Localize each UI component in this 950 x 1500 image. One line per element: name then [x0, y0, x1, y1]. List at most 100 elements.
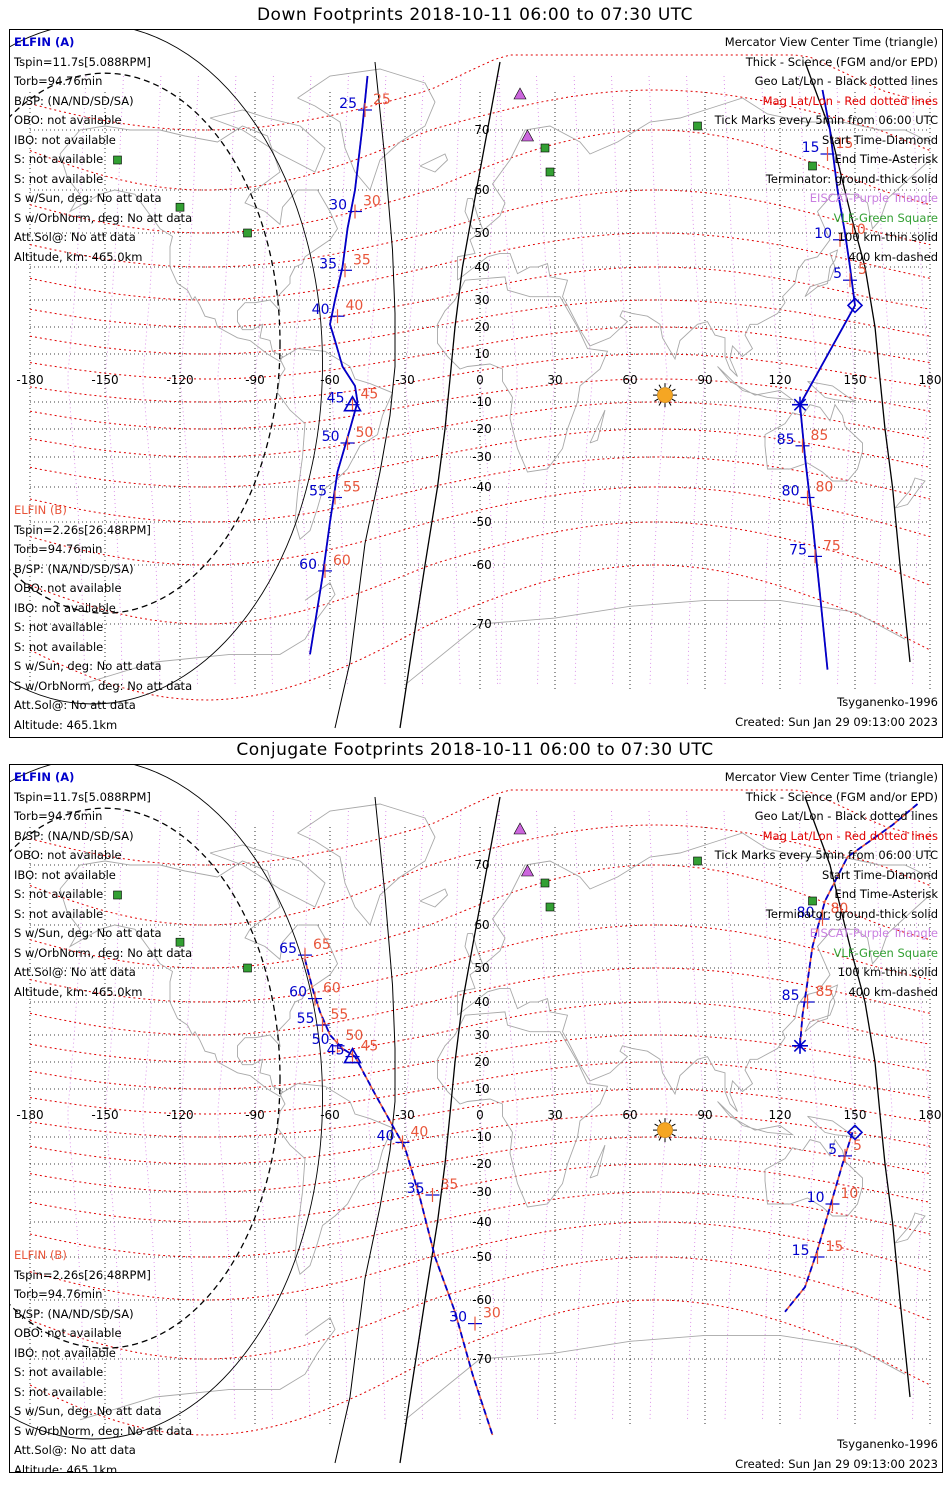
coastline	[589, 409, 606, 444]
elfin-a-tick-label: 5	[833, 266, 842, 282]
mag-meridian	[573, 810, 593, 1420]
legend-start: Start Time-Diamond	[822, 132, 938, 147]
mag-meridian	[480, 810, 499, 1420]
longitude-label: 120	[769, 1108, 792, 1122]
elfin-b-tick-label: 15	[836, 136, 854, 152]
coastline	[457, 97, 931, 281]
mag-meridian	[442, 810, 462, 1420]
mag-parallel	[29, 456, 931, 523]
terminator-line	[804, 796, 911, 1398]
info-line: Tspin=2.26s[26.48RPM]	[14, 522, 151, 537]
panel-title: Down Footprints 2018-10-11 06:00 to 07:3…	[256, 5, 694, 25]
vlf-station-icon	[243, 228, 252, 238]
mag-meridian	[254, 810, 274, 1420]
mag-meridian	[292, 810, 312, 1420]
elfin-b-tick-label: 5	[853, 1138, 862, 1154]
vlf-station-icon	[175, 937, 185, 947]
info-line: IBO: not available	[14, 132, 116, 147]
mag-parallel	[29, 1163, 931, 1223]
legend-ticks: Tick Marks every 5min from 06:00 UTC	[714, 113, 938, 127]
coastline	[404, 599, 906, 686]
info-line: S w/Sun, deg: No att data	[14, 659, 162, 673]
vlf-station-icon	[113, 155, 122, 165]
mag-parallel	[29, 564, 931, 701]
longitude-label: -180	[16, 1108, 43, 1122]
asterisk-stroke	[793, 398, 807, 411]
legend-400km: 400 km-dashed	[848, 249, 938, 264]
coastline	[457, 832, 931, 1016]
mag-meridian	[142, 75, 162, 685]
longitude-label: 30	[547, 1108, 562, 1122]
mag-meridian	[761, 810, 780, 1420]
vlf-station-icon	[540, 143, 550, 153]
mag-meridian	[292, 75, 312, 685]
mag-parallel	[29, 266, 931, 328]
elfin-a-tick-label: 5	[828, 1142, 837, 1158]
vlf-station-icon	[243, 963, 252, 973]
info-line: Tspin=2.26s[26.48RPM]	[14, 1267, 151, 1282]
elfin-a-info: ELFIN (A) Tspin=11.7s[5.088RPM] Torb=94.…	[14, 33, 192, 267]
longitude-label: -180	[16, 373, 43, 387]
terminator-line	[399, 61, 501, 729]
start-diamond-icon	[846, 1124, 864, 1141]
elfin-a-tick-label: 80	[797, 905, 815, 921]
info-line: Altitude: 465.1km	[14, 717, 118, 732]
vlf-station-icon	[808, 161, 817, 171]
info-line: S w/OrbNorm, deg: No att data	[14, 678, 193, 693]
elfin-b-tick-label: 85	[811, 428, 829, 444]
mag-parallel	[29, 428, 931, 488]
info-line: S w/Sun, deg: No att data	[14, 926, 162, 940]
longitude-label: 180	[919, 1108, 942, 1122]
mag-meridian	[611, 810, 631, 1420]
elfin-b-tick-label: 50	[356, 425, 374, 441]
elfin-a-tick-label: 50	[322, 429, 340, 445]
elfin-a-tick-label: 15	[802, 140, 820, 156]
mag-meridian	[798, 810, 818, 1420]
info-line: Torb=94.76min	[14, 74, 103, 88]
coastline	[807, 380, 857, 403]
longitude-label: 120	[769, 373, 792, 387]
mag-meridian	[254, 75, 274, 685]
latitude-label: -50	[472, 515, 492, 529]
latitude-label: 10	[474, 347, 489, 361]
mag-parallel	[29, 967, 931, 1036]
mag-meridian	[723, 75, 743, 685]
latitude-label: 30	[474, 1028, 489, 1042]
elfin-a-label: ELFIN (A)	[14, 770, 75, 784]
elfin-b-tick-label: 45	[361, 387, 379, 403]
mag-parallel	[29, 1088, 931, 1138]
mag-parallel	[29, 189, 931, 268]
sun-ray	[668, 384, 672, 389]
info-line: S: not available	[14, 906, 104, 921]
info-line: S w/Sun, deg: No att data	[14, 1404, 162, 1418]
mag-meridian	[836, 810, 856, 1420]
info-line: B/SP: (NA/ND/SD/SA)	[14, 828, 134, 843]
start-diamond-icon	[846, 297, 864, 314]
vlf-station-icon	[175, 202, 185, 212]
elfin-a-tick-label: 55	[297, 1011, 315, 1027]
coastline	[437, 1011, 609, 1208]
longitude-label: -120	[166, 1108, 193, 1122]
latitude-label: 50	[474, 961, 489, 975]
longitude-label: -30	[395, 373, 415, 387]
elfin-a-info: ELFIN (A) Tspin=11.7s[5.088RPM] Torb=94.…	[14, 768, 192, 1002]
elfin-b-tick-label: 25	[373, 92, 391, 108]
mag-parallel	[29, 1136, 931, 1193]
elfin-b-tick-label: 30	[483, 1306, 501, 1322]
legend-end: End Time-Asterisk	[834, 887, 938, 901]
sun-ray	[671, 1133, 676, 1137]
elfin-b-tick-label: 60	[323, 981, 341, 997]
info-line: Att.Sol@: No att data	[14, 698, 136, 712]
created-label: Created: Sun Jan 29 09:13:00 2023	[735, 715, 938, 729]
mag-parallel	[29, 378, 931, 430]
mag-parallel	[29, 1001, 931, 1063]
coastline	[209, 109, 326, 173]
mag-meridian	[217, 810, 237, 1420]
mag-meridian	[217, 75, 237, 685]
info-line: S w/OrbNorm, deg: No att data	[14, 945, 193, 960]
mag-meridian	[873, 75, 893, 685]
elfin-a-tick-label: 40	[377, 1128, 395, 1144]
longitude-label: -60	[320, 1108, 340, 1122]
legend-100km: 100 km-thin solid	[837, 965, 938, 979]
mag-meridian	[686, 810, 705, 1420]
